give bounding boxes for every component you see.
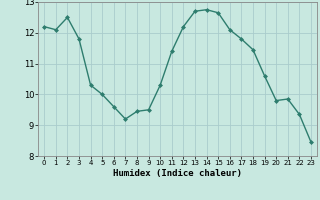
X-axis label: Humidex (Indice chaleur): Humidex (Indice chaleur) [113, 169, 242, 178]
